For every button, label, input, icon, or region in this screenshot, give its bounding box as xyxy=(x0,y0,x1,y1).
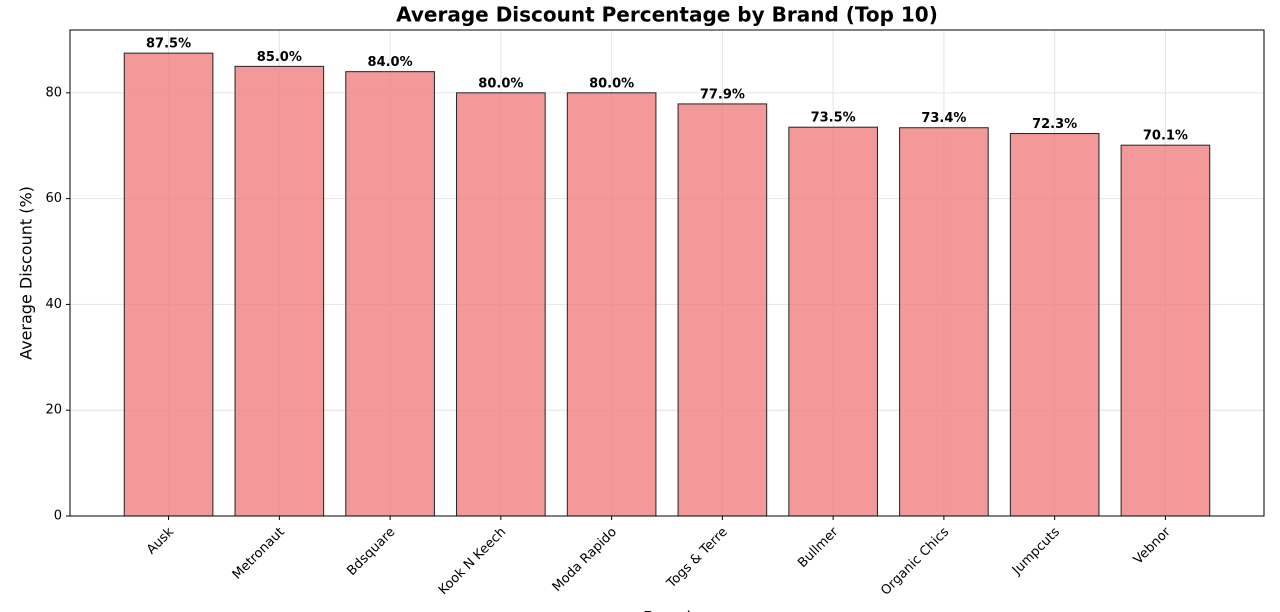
bar xyxy=(677,103,768,517)
x-tick-label: Togs & Terre xyxy=(663,525,730,592)
bar xyxy=(234,65,325,517)
x-axis-label: Brand xyxy=(643,608,691,612)
value-label: 80.0% xyxy=(589,76,634,91)
value-label: 73.5% xyxy=(811,111,856,126)
value-label: 87.5% xyxy=(146,37,191,52)
y-tick-label: 80 xyxy=(45,85,62,100)
value-label: 70.1% xyxy=(1143,129,1188,144)
value-label: 84.0% xyxy=(368,55,413,70)
x-tick-label: Organic Chics xyxy=(878,525,952,599)
x-tick-label: Moda Rapido xyxy=(550,525,620,595)
x-tick-label: Ausk xyxy=(144,524,177,557)
bar xyxy=(566,92,657,517)
value-label: 85.0% xyxy=(257,50,302,65)
chart-title: Average Discount Percentage by Brand (To… xyxy=(396,3,938,27)
x-tick-label: Bullmer xyxy=(795,524,842,571)
y-axis-label: Average Discount (%) xyxy=(17,186,36,360)
bar xyxy=(899,127,989,517)
y-tick-label: 60 xyxy=(45,191,62,206)
x-tick-label: Metronaut xyxy=(230,525,288,583)
value-label: 77.9% xyxy=(700,87,745,102)
bar xyxy=(788,126,878,517)
y-tick-label: 20 xyxy=(45,403,62,418)
y-tick-label: 0 xyxy=(54,509,62,524)
plot-frame xyxy=(69,29,1265,517)
value-label: 72.3% xyxy=(1032,117,1077,132)
bar xyxy=(123,52,214,517)
y-tick-label: 40 xyxy=(45,297,62,312)
bar xyxy=(1120,144,1211,517)
x-tick-label: Vebnor xyxy=(1131,524,1174,567)
bar xyxy=(456,92,546,517)
bar xyxy=(345,71,435,517)
x-tick-label: Jumpcuts xyxy=(1009,525,1063,579)
value-label: 80.0% xyxy=(478,76,523,91)
value-label: 73.4% xyxy=(921,111,966,126)
x-tick-label: Bdsquare xyxy=(344,525,398,579)
bar xyxy=(1009,133,1100,517)
x-tick-label: Kook N Keech xyxy=(436,525,509,598)
